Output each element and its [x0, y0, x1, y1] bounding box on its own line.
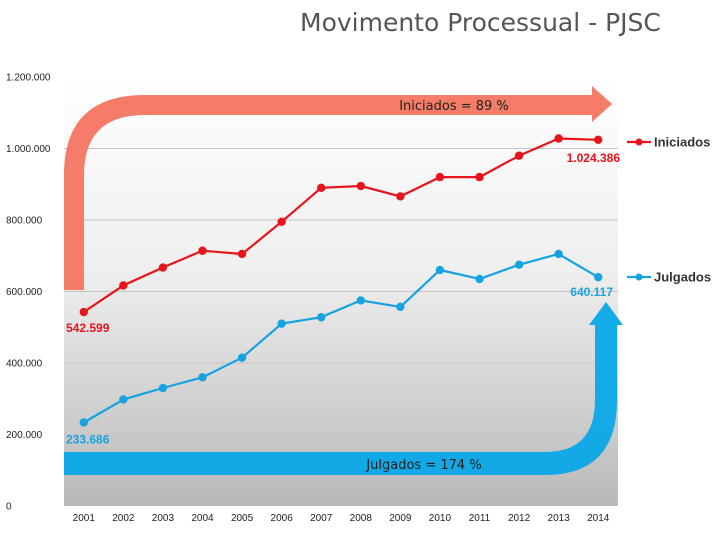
- data-point: [514, 260, 524, 269]
- x-tick-label: 2005: [231, 513, 254, 524]
- data-point: [514, 151, 524, 160]
- data-point: [475, 274, 484, 284]
- legend-marker: [635, 138, 643, 146]
- data-point: [554, 249, 563, 259]
- data-point: [277, 217, 286, 226]
- x-tick-label: 2013: [548, 513, 571, 524]
- legend-label: Iniciados: [654, 135, 710, 150]
- first-value-label: 233.686: [66, 432, 110, 446]
- series-line-julgados: [83, 252, 599, 424]
- data-point: [356, 296, 365, 305]
- data-point: [554, 134, 563, 143]
- series-line-iniciados: [83, 137, 599, 313]
- data-point: [356, 181, 365, 191]
- data-point: [237, 249, 247, 259]
- iniciados-growth-arrow: [64, 86, 612, 290]
- x-tick-label: 2004: [191, 513, 214, 524]
- x-tick-label: 2014: [587, 513, 610, 524]
- data-point: [435, 172, 445, 182]
- first-value-label: 542.599: [66, 321, 110, 335]
- last-value-label: 1.024.386: [567, 151, 621, 165]
- x-tick-label: 2011: [469, 513, 491, 524]
- y-tick-label: 0: [6, 502, 12, 513]
- data-point: [317, 313, 326, 322]
- data-point: [158, 383, 168, 393]
- data-point: [277, 319, 286, 328]
- y-tick-label: 400.000: [6, 359, 43, 370]
- data-point: [396, 302, 405, 312]
- data-point: [119, 281, 128, 290]
- data-point: [79, 418, 88, 427]
- data-point: [594, 272, 603, 282]
- x-tick-label: 2006: [271, 513, 294, 524]
- data-point: [475, 172, 484, 182]
- last-value-label: 640.117: [570, 285, 613, 299]
- data-point: [594, 135, 603, 144]
- y-tick-label: 600.000: [6, 287, 43, 298]
- page-title: Movimento Processual - PJSC: [300, 8, 661, 37]
- x-tick-label: 2003: [152, 513, 175, 524]
- julgados-growth-arrow: [64, 302, 623, 475]
- x-tick-label: 2009: [389, 513, 412, 524]
- y-tick-label: 1.200.000: [6, 73, 51, 84]
- x-tick-label: 2010: [429, 513, 452, 524]
- y-tick-label: 200.000: [6, 430, 43, 441]
- data-point: [435, 265, 445, 275]
- x-tick-label: 2007: [310, 513, 333, 524]
- x-tick-label: 2002: [112, 513, 135, 524]
- data-point: [237, 353, 247, 362]
- data-point: [396, 192, 405, 201]
- x-tick-label: 2008: [350, 513, 373, 524]
- iniciados-growth-label: Iniciados = 89 %: [399, 99, 509, 114]
- data-point: [79, 307, 88, 317]
- x-tick-label: 2001: [73, 513, 96, 524]
- julgados-growth-label: Julgados = 174 %: [365, 458, 481, 473]
- data-point: [119, 395, 128, 404]
- legend-label: Julgados: [654, 270, 711, 285]
- data-point: [317, 183, 326, 193]
- y-tick-label: 800.000: [6, 216, 43, 227]
- y-tick-label: 1.000.000: [6, 144, 51, 155]
- data-point: [198, 373, 207, 382]
- data-point: [198, 246, 207, 255]
- legend-marker: [635, 273, 643, 281]
- x-tick-label: 2012: [508, 513, 531, 524]
- data-point: [158, 263, 168, 272]
